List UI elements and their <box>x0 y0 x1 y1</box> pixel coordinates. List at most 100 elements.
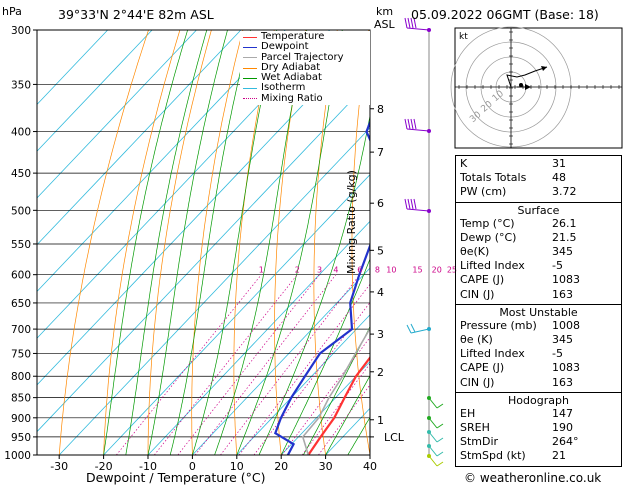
table-row: StmDir 264° <box>460 435 617 449</box>
isotherm-line <box>37 30 197 199</box>
mixing-ratio-label: 20 <box>432 266 442 275</box>
table-row: CIN (J) 163 <box>460 376 617 390</box>
table-row-label: EH <box>460 406 476 420</box>
table-row: SREH 190 <box>460 421 617 435</box>
wet-adiabat-line <box>147 30 228 455</box>
table-row: StmSpd (kt) 21 <box>460 449 617 463</box>
mixing-ratio-line <box>220 274 361 455</box>
isotherm-line <box>103 174 370 455</box>
wind-barb-feather <box>436 403 444 409</box>
wind-barb-feather <box>404 118 408 130</box>
wind-barb-feather <box>407 198 411 210</box>
table-row: EH 147 <box>460 407 617 421</box>
legend-swatch <box>243 98 257 100</box>
legend-swatch <box>243 88 257 90</box>
hodograph-frame <box>454 27 623 149</box>
table-row-label: Temp (°C) <box>460 216 515 230</box>
mixing-ratio-line <box>238 283 370 455</box>
wind-barb-feather <box>410 17 414 29</box>
mixing-ratio-label: 15 <box>412 266 422 275</box>
table-row-value: 345 <box>552 333 573 347</box>
wind-barb-shaft <box>406 27 430 31</box>
wind-barb-feather <box>413 118 417 130</box>
wind-barb-feather <box>436 423 444 429</box>
mixing-ratio-label: 25 <box>447 266 457 275</box>
km-tick-label: 7 <box>377 146 384 159</box>
wind-barb-feather <box>407 17 411 29</box>
legend-swatch <box>243 67 257 69</box>
wind-barb <box>427 396 444 409</box>
km-tick-label: 6 <box>377 197 384 210</box>
wind-barb-feather <box>406 324 412 334</box>
dry-adiabat-line <box>103 30 181 455</box>
dry-adiabat-line <box>147 30 212 455</box>
mixing-ratio-line <box>281 336 370 455</box>
table-row-label: θe(K) <box>460 245 490 259</box>
isotherm-line <box>58 127 370 455</box>
isotherm-line <box>280 360 370 455</box>
table-row: CAPE (J) 1083 <box>460 273 617 287</box>
wind-barb <box>404 198 431 213</box>
table-row-label: Lifted Index <box>460 259 525 273</box>
pressure-tick-label: 500 <box>11 205 31 217</box>
mixing-ratio-label: 8 <box>375 266 380 275</box>
legend: Temperature Dewpoint Parcel Trajectory Dry … <box>240 31 370 106</box>
pressure-tick-label: 550 <box>11 239 31 251</box>
isotherm-line <box>37 30 242 246</box>
temperature-tick-label: 30 <box>319 460 333 473</box>
wind-barb-feather <box>407 118 411 130</box>
legend-item: Temperature <box>240 31 370 42</box>
wind-barb-shaft <box>406 208 430 212</box>
table-row: θe(K) 345 <box>460 245 617 259</box>
surface-title: Surface <box>517 203 560 217</box>
mixing-ratio-line <box>301 363 370 455</box>
indices-table: K 31 Totals Totals 48 PW (cm) 3.72 <box>455 155 622 203</box>
wet-adiabat-line <box>214 30 307 455</box>
isotherm-line <box>37 30 108 106</box>
table-row-value: 1008 <box>552 318 580 332</box>
dry-adiabat-line <box>233 30 275 455</box>
wind-barb-shaft <box>410 328 430 334</box>
wind-barb-feather <box>410 118 414 130</box>
wind-barb-shaft <box>406 128 430 132</box>
wind-barb-shaft <box>428 417 438 429</box>
location-title: 39°33'N 2°44'E 82m ASL <box>58 7 214 22</box>
table-row: θe (K) 345 <box>460 333 617 347</box>
wind-barb-feather <box>436 461 444 467</box>
asl-unit: ASL <box>374 18 395 31</box>
mixing-ratio-line <box>177 274 320 455</box>
mixing-ratio-label: 2 <box>295 266 300 275</box>
temperature-tick-label: -10 <box>139 460 157 473</box>
pressure-tick-label: 400 <box>11 127 31 139</box>
mixing-ratio-label: 10 <box>386 266 396 275</box>
legend-swatch <box>243 36 257 38</box>
pressure-tick-label: 950 <box>11 432 31 444</box>
legend-label: Dewpoint <box>261 41 309 53</box>
x-axis-label: Dewpoint / Temperature (°C) <box>86 470 266 485</box>
mixing-ratio-line <box>154 274 298 455</box>
most-unstable-title: Most Unstable <box>499 305 578 319</box>
surface-table: Surface Temp (°C) 26.1 Dewp (°C) 21.5 θe(K) 3… <box>455 202 622 305</box>
table-row-label: CIN (J) <box>460 287 495 301</box>
wind-barb-feather <box>436 437 444 443</box>
mixing-ratio-label: 3 <box>317 266 322 275</box>
storm-motion-arrow <box>525 84 531 90</box>
mixing-ratio-label: 1 <box>259 266 264 275</box>
temperature-tick-label: 20 <box>274 460 288 473</box>
mixing-ratio-line <box>253 301 370 455</box>
table-row-value: 3.72 <box>552 185 577 199</box>
wet-adiabat-line <box>192 30 277 455</box>
temperature-profile <box>307 355 370 455</box>
table-row-label: Dewp (°C) <box>460 230 517 244</box>
table-row-value: -5 <box>552 259 563 273</box>
table-row-value: 48 <box>552 171 566 185</box>
table-row-label: Totals Totals <box>460 171 527 185</box>
legend-label: Dry Adiabat <box>261 61 321 73</box>
dry-adiabat-line <box>425 30 459 455</box>
hpa-unit: hPa <box>2 5 22 18</box>
legend-label: Parcel Trajectory <box>261 51 344 63</box>
mixing-ratio-line <box>116 274 262 455</box>
legend-label: Wet Adiabat <box>261 72 322 84</box>
legend-item: Dewpoint <box>240 41 370 53</box>
